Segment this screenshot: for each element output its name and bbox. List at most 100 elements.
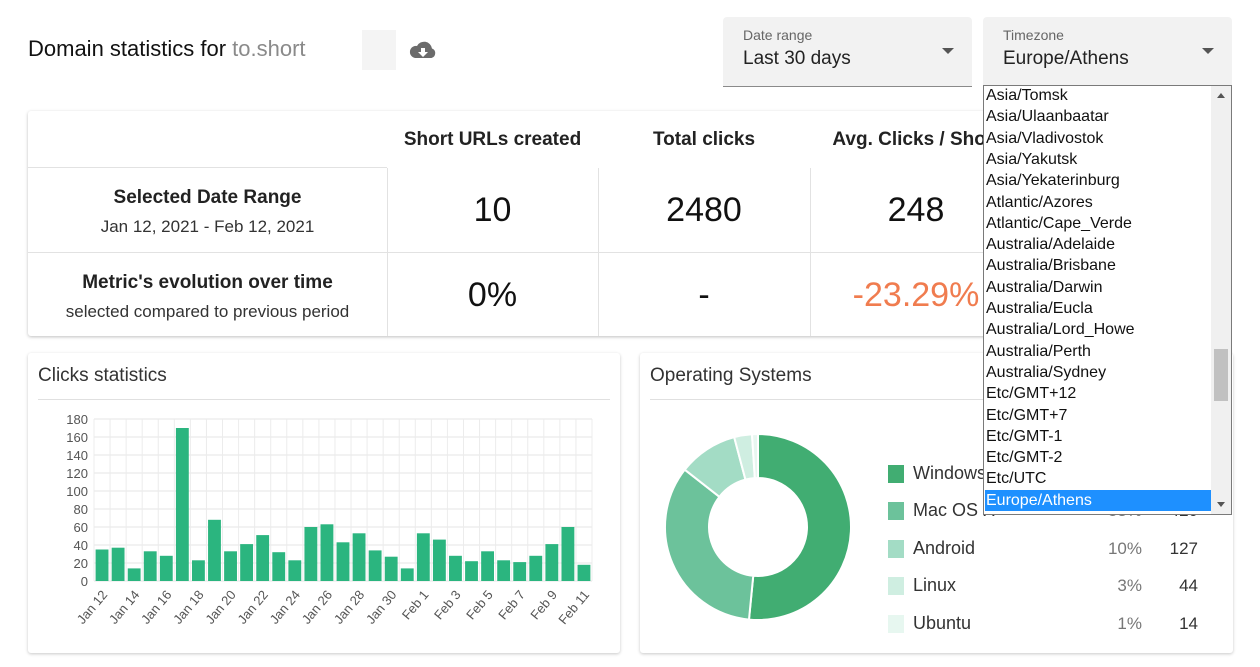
y-tick-label: 180 (66, 412, 88, 427)
legend-swatch (888, 502, 904, 520)
bar[interactable] (513, 562, 527, 581)
divider (28, 252, 1028, 253)
bar[interactable] (288, 560, 302, 581)
divider (387, 168, 388, 336)
bar[interactable] (320, 524, 334, 581)
timezone-option[interactable]: Australia/Eucla (986, 300, 1093, 317)
bar[interactable] (400, 568, 414, 581)
timezone-dropdown-list[interactable]: Asia/Tomsk Asia/Ulaanbaatar Asia/Vladivost… (983, 85, 1232, 515)
timezone-option[interactable]: Australia/Brisbane (986, 257, 1116, 275)
bar[interactable] (465, 561, 478, 581)
timezone-option[interactable]: Asia/Yekaterinburg (986, 172, 1120, 190)
scroll-down-icon[interactable] (1217, 502, 1225, 507)
timezone-option[interactable]: Australia/Perth (986, 342, 1091, 360)
domain-redaction (362, 30, 396, 70)
y-tick-label: 140 (66, 448, 88, 463)
x-tick-label: Feb 11 (555, 587, 592, 627)
metric-change: 0% (467, 276, 518, 314)
date-range-value: Last 30 days (743, 48, 851, 69)
timezone-option[interactable]: Australia/Lord_Howe (986, 321, 1135, 339)
timezone-option[interactable]: Australia/Sydney (986, 363, 1107, 381)
bar[interactable] (304, 527, 318, 581)
legend-label: Linux (913, 575, 957, 595)
bar[interactable] (449, 555, 462, 581)
column-header: Total clicks (652, 129, 756, 150)
legend-swatch (888, 540, 904, 558)
divider (38, 399, 610, 400)
bar[interactable] (384, 556, 398, 581)
timezone-option-selected[interactable]: Europe/Athens (985, 489, 1211, 511)
legend-percent: 3% (1117, 576, 1142, 595)
date-range-select[interactable]: Date range Last 30 days (723, 17, 972, 87)
chevron-down-icon (1202, 48, 1214, 54)
timezone-option[interactable]: Etc/UTC (986, 470, 1047, 488)
bar[interactable] (111, 547, 125, 581)
timezone-option[interactable]: Australia/Darwin (986, 278, 1103, 296)
timezone-option[interactable]: Etc/GMT+12 (986, 385, 1077, 403)
timezone-option[interactable]: Australia/Adelaide (986, 236, 1115, 254)
metric-value: 248 (887, 191, 945, 229)
bar[interactable] (416, 533, 430, 581)
bar[interactable] (529, 555, 543, 581)
bar[interactable] (336, 542, 350, 581)
scroll-up-icon[interactable] (1217, 93, 1225, 98)
chevron-down-icon (942, 48, 954, 54)
y-tick-label: 120 (66, 466, 88, 481)
column-header: Avg. Clicks / Short (832, 129, 1000, 150)
bar[interactable] (191, 560, 205, 581)
timezone-option[interactable]: Asia/Yakutsk (986, 150, 1078, 168)
bar[interactable] (240, 544, 254, 581)
timezone-option[interactable]: Etc/GMT-1 (986, 427, 1063, 445)
dropdown-scrollbar[interactable] (1211, 86, 1231, 514)
x-tick-label: Jan 18 (170, 587, 207, 627)
timezone-option[interactable]: Etc/GMT-2 (986, 449, 1063, 467)
scrollbar-thumb[interactable] (1214, 349, 1228, 401)
timezone-option[interactable]: Asia/Vladivostok (986, 129, 1104, 147)
bar[interactable] (127, 568, 141, 581)
y-tick-label: 100 (66, 484, 88, 499)
bar[interactable] (143, 551, 157, 581)
x-tick-label: Jan 28 (331, 587, 368, 627)
y-tick-label: 80 (74, 502, 88, 517)
donut-slice[interactable] (664, 468, 755, 621)
bar[interactable] (497, 560, 511, 581)
x-tick-label: Jan 30 (363, 587, 400, 627)
timezone-option[interactable]: Asia/Tomsk (986, 87, 1068, 104)
row-subtitle: selected compared to previous period (65, 302, 350, 321)
bar[interactable] (159, 555, 173, 581)
bar[interactable] (368, 550, 382, 581)
y-tick-label: 60 (74, 520, 88, 535)
row-subtitle: Jan 12, 2021 - Feb 12, 2021 (100, 217, 315, 236)
timezone-select[interactable]: Timezone Europe/Athens (983, 17, 1232, 87)
bar[interactable] (577, 564, 591, 581)
os-donut-chart (664, 432, 852, 621)
x-tick-label: Jan 24 (267, 587, 304, 627)
bar[interactable] (256, 535, 270, 581)
timezone-option[interactable]: Etc/GMT+7 (986, 406, 1068, 424)
timezone-option[interactable]: Atlantic/Azores (986, 193, 1093, 211)
page-title: Domain statistics for to.short (28, 36, 306, 62)
divider (28, 167, 387, 168)
bar[interactable] (272, 552, 286, 581)
timezone-option[interactable]: Asia/Ulaanbaatar (986, 108, 1109, 126)
bar[interactable] (224, 551, 237, 581)
bar[interactable] (545, 544, 559, 581)
donut-slice[interactable] (747, 432, 852, 621)
cloud-download-icon[interactable] (408, 38, 438, 62)
bar[interactable] (175, 428, 189, 581)
donut-slice[interactable] (750, 432, 759, 480)
x-tick-label: Jan 16 (138, 587, 175, 627)
bar[interactable] (95, 549, 109, 582)
bar[interactable] (432, 539, 446, 581)
timezone-option[interactable]: Atlantic/Cape_Verde (986, 214, 1132, 232)
row-label: Metric's evolution over time selected co… (28, 272, 387, 322)
domain-name: to.short (232, 36, 306, 61)
y-tick-label: 160 (66, 430, 88, 445)
bar[interactable] (561, 527, 575, 581)
bar[interactable] (352, 533, 366, 581)
bar[interactable] (481, 551, 495, 581)
legend-count: 44 (1179, 576, 1198, 595)
bar[interactable] (208, 519, 221, 581)
legend-swatch (888, 615, 904, 633)
legend-count: 14 (1179, 614, 1198, 633)
